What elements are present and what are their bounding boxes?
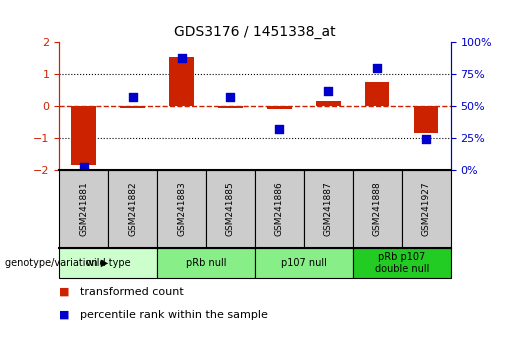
Text: pRb null: pRb null: [186, 258, 226, 268]
Text: ■: ■: [59, 310, 70, 320]
Bar: [255, 248, 353, 278]
Bar: [59, 248, 157, 278]
Text: GSM241882: GSM241882: [128, 182, 137, 236]
Point: [373, 65, 381, 71]
Bar: [267, 106, 291, 109]
Bar: [304, 170, 353, 248]
Bar: [316, 101, 340, 106]
Title: GDS3176 / 1451338_at: GDS3176 / 1451338_at: [174, 25, 336, 39]
Text: GSM241927: GSM241927: [422, 182, 431, 236]
Bar: [157, 248, 255, 278]
Bar: [157, 170, 206, 248]
Bar: [59, 170, 108, 248]
Text: percentile rank within the sample: percentile rank within the sample: [80, 310, 268, 320]
Point: [177, 55, 185, 61]
Text: p107 null: p107 null: [281, 258, 327, 268]
Bar: [255, 170, 304, 248]
Point: [422, 137, 430, 142]
Point: [226, 95, 234, 100]
Text: GSM241888: GSM241888: [373, 182, 382, 236]
Text: GSM241887: GSM241887: [324, 182, 333, 236]
Point: [79, 165, 88, 170]
Bar: [121, 106, 145, 108]
Text: GSM241881: GSM241881: [79, 182, 88, 236]
Text: wild type: wild type: [86, 258, 130, 268]
Point: [275, 126, 283, 132]
Point: [324, 88, 333, 94]
Text: GSM241886: GSM241886: [275, 182, 284, 236]
Text: GSM241883: GSM241883: [177, 182, 186, 236]
Text: pRb p107
double null: pRb p107 double null: [374, 252, 429, 274]
Bar: [402, 170, 451, 248]
Bar: [72, 106, 96, 165]
Point: [129, 95, 137, 100]
Bar: [206, 170, 255, 248]
Bar: [169, 57, 194, 106]
Bar: [353, 248, 451, 278]
Text: ■: ■: [59, 287, 70, 297]
Bar: [218, 106, 243, 108]
Bar: [108, 170, 157, 248]
Bar: [414, 106, 438, 133]
Bar: [365, 82, 389, 106]
Text: GSM241885: GSM241885: [226, 182, 235, 236]
Text: genotype/variation ▶: genotype/variation ▶: [5, 258, 108, 268]
Bar: [353, 170, 402, 248]
Text: transformed count: transformed count: [80, 287, 183, 297]
